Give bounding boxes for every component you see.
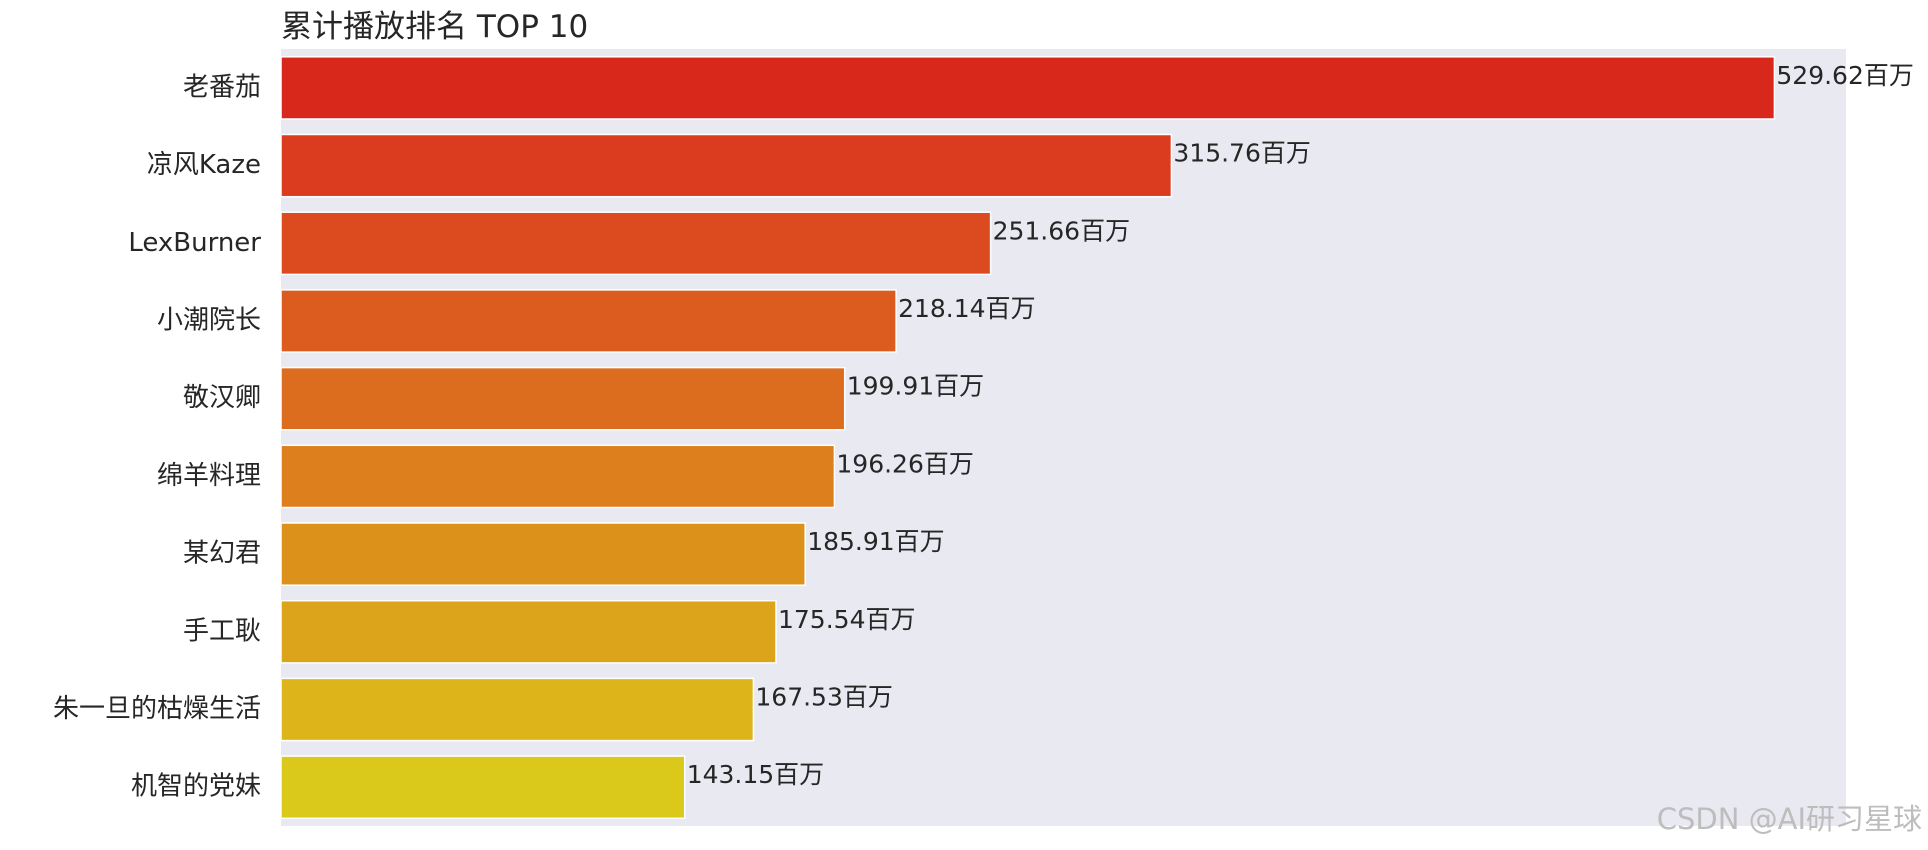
bar-10 — [280, 755, 686, 820]
value-label-4: 218.14百万 — [898, 294, 1035, 323]
bar-8 — [280, 599, 777, 664]
category-label-9: 朱一旦的枯燥生活 — [53, 694, 261, 724]
bar-2 — [280, 133, 1173, 198]
watermark: CSDN @AI研习星球 — [1657, 802, 1922, 836]
bar-3 — [280, 211, 992, 276]
value-label-7: 185.91百万 — [807, 527, 944, 556]
category-label-5: 敬汉卿 — [183, 383, 261, 413]
value-label-1: 529.62百万 — [1776, 61, 1913, 90]
value-label-2: 315.76百万 — [1173, 139, 1310, 168]
value-label-8: 175.54百万 — [778, 605, 915, 634]
value-label-6: 196.26百万 — [836, 449, 973, 478]
chart-title: 累计播放排名 TOP 10 — [281, 9, 588, 45]
bars-group — [280, 56, 1776, 820]
bar-7 — [280, 522, 806, 586]
value-label-3: 251.66百万 — [993, 216, 1130, 245]
bar-1 — [280, 56, 1776, 120]
bar-4 — [280, 289, 897, 353]
category-label-8: 手工耿 — [183, 616, 261, 646]
category-label-10: 机智的党妹 — [131, 772, 261, 802]
bar-5 — [280, 366, 846, 431]
category-label-7: 某幻君 — [183, 539, 261, 569]
value-label-10: 143.15百万 — [687, 760, 824, 789]
category-label-4: 小潮院长 — [157, 305, 261, 335]
category-label-2: 凉风Kaze — [147, 150, 261, 180]
bar-9 — [280, 677, 755, 742]
category-label-1: 老番茄 — [183, 72, 261, 102]
category-label-3: LexBurner — [128, 228, 261, 258]
value-labels-group: 529.62百万 315.76百万 251.66百万 218.14百万 199.91百万… — [687, 61, 1914, 789]
category-label-6: 绵羊料理 — [157, 461, 261, 491]
value-label-5: 199.91百万 — [847, 372, 984, 401]
value-label-9: 167.53百万 — [755, 683, 892, 712]
bar-6 — [280, 444, 836, 509]
